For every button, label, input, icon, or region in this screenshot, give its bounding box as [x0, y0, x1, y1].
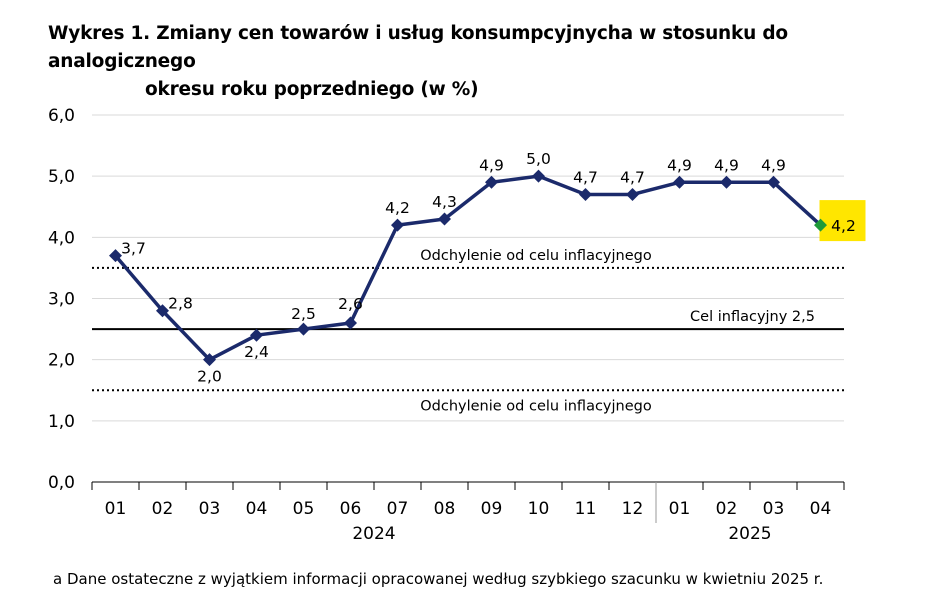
data-point — [391, 218, 404, 232]
data-point — [250, 328, 263, 342]
data-label: 4,9 — [667, 156, 692, 174]
data-point — [203, 353, 216, 367]
data-point — [626, 188, 639, 202]
x-tick-label: 10 — [528, 499, 550, 519]
data-label: 4,2 — [831, 217, 856, 235]
x-tick-label: 11 — [575, 499, 597, 519]
data-point — [720, 175, 733, 189]
data-label: 2,6 — [338, 295, 363, 313]
y-tick-label: 6,0 — [48, 106, 75, 126]
x-tick-label: 03 — [763, 499, 785, 519]
series-line — [114, 174, 822, 362]
data-label: 4,7 — [573, 169, 598, 187]
data-label: 2,0 — [197, 368, 222, 386]
data-point — [438, 212, 451, 226]
chart-title: Wykres 1. Zmiany cen towarów i usług kon… — [48, 20, 908, 104]
reference-line-label: Odchylenie od celu inflacyjnego — [420, 398, 652, 414]
y-tick-label: 5,0 — [48, 167, 75, 187]
y-tick-label: 3,0 — [48, 290, 75, 310]
data-label: 5,0 — [526, 150, 551, 168]
data-point — [344, 316, 357, 330]
x-tick-label: 05 — [293, 499, 315, 519]
y-tick-label: 2,0 — [48, 351, 75, 371]
data-point — [485, 175, 498, 189]
y-tick-label: 0,0 — [48, 473, 75, 493]
x-tick-label: 02 — [152, 499, 174, 519]
data-point — [156, 304, 169, 318]
y-tick-label: 4,0 — [48, 228, 75, 248]
x-tick-label: 07 — [387, 499, 409, 519]
line-chart: 0,0 1,0 2,0 3,0 4,0 5,0 6,0 01 02 03 04 05 06 07 08 09 1… — [48, 106, 866, 544]
x-tick-label: 04 — [246, 499, 268, 519]
data-label: 4,3 — [432, 193, 457, 211]
data-point — [297, 322, 310, 336]
year-label: 2025 — [728, 524, 771, 544]
data-label: 4,9 — [479, 156, 504, 174]
data-label: 4,2 — [385, 199, 410, 217]
y-tick-label: 1,0 — [48, 412, 75, 432]
chart-title-line1: Wykres 1. Zmiany cen towarów i usług kon… — [48, 23, 788, 72]
highlight-box — [819, 200, 866, 242]
data-label: 3,7 — [121, 240, 146, 258]
x-tick-label: 06 — [340, 499, 362, 519]
x-tick-label: 08 — [434, 499, 456, 519]
footnote: a Dane ostateczne z wyjątkiem informacji… — [53, 570, 824, 588]
data-label: 2,4 — [244, 343, 269, 361]
year-label: 2024 — [352, 524, 395, 544]
x-tick-label: 04 — [810, 499, 832, 519]
data-point — [767, 175, 780, 189]
data-point — [814, 218, 827, 232]
data-point — [673, 175, 686, 189]
reference-line-label: Odchylenie od celu inflacyjnego — [420, 248, 652, 264]
chart-title-line2: okresu roku poprzedniego (w %) — [145, 79, 479, 100]
x-tick-label: 03 — [199, 499, 221, 519]
x-tick-label: 02 — [716, 499, 738, 519]
data-label: 4,9 — [714, 156, 739, 174]
data-label: 4,7 — [620, 169, 645, 187]
reference-line-label: Cel inflacyjny 2,5 — [690, 309, 815, 325]
x-tick-label: 01 — [105, 499, 127, 519]
data-point — [109, 249, 122, 263]
data-label: 2,5 — [291, 305, 316, 323]
data-label: 2,8 — [168, 295, 193, 313]
data-label: 4,9 — [761, 156, 786, 174]
data-point — [579, 188, 592, 202]
data-point — [532, 169, 545, 183]
x-tick-label: 09 — [481, 499, 503, 519]
x-tick-label: 01 — [669, 499, 691, 519]
x-tick-label: 12 — [622, 499, 644, 519]
